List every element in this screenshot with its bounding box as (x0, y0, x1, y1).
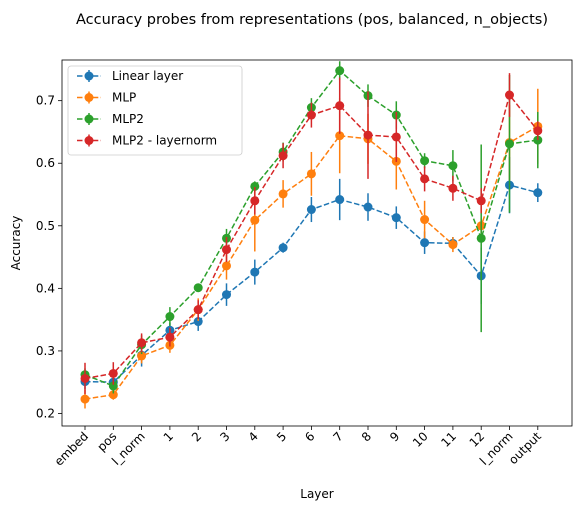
x-axis-label: Layer (300, 487, 334, 501)
data-point (108, 368, 118, 378)
data-point (363, 130, 373, 140)
data-point (137, 338, 147, 348)
data-point (278, 151, 288, 161)
data-point (533, 126, 543, 136)
series-line (84, 125, 539, 400)
x-tick-label: 2 (189, 429, 204, 444)
y-axis: 0.2 0.3 0.4 0.5 0.6 0.7 (36, 94, 62, 420)
data-point (193, 317, 203, 327)
legend-box (67, 65, 243, 156)
data-point (448, 183, 458, 193)
data-point (476, 233, 486, 243)
legend-item: MLP2 (77, 112, 144, 126)
legend-item: MLP2 - layernorm (77, 134, 217, 148)
data-point (420, 174, 430, 184)
legend-marker (84, 136, 94, 145)
data-point (335, 195, 345, 205)
x-tick-label: 10 (410, 429, 431, 450)
legend-marker (84, 71, 94, 81)
data-point (335, 131, 345, 141)
data-point (250, 196, 260, 206)
data-point (505, 90, 514, 100)
legend-label: MLP (112, 91, 136, 105)
y-tick-label: 0.4 (36, 281, 55, 295)
x-tick-label: 6 (302, 429, 317, 444)
legend-label: MLP2 (112, 112, 144, 126)
x-tick-label: 8 (359, 429, 374, 444)
legend-label: MLP2 - layernorm (112, 134, 217, 148)
data-point (222, 261, 231, 271)
data-point (363, 202, 373, 212)
x-tick-label: 9 (387, 429, 402, 444)
data-point (391, 132, 401, 142)
data-point (306, 110, 316, 120)
data-point (448, 240, 458, 250)
data-point (250, 215, 260, 225)
legend-item: MLP (77, 91, 136, 105)
data-point (250, 267, 260, 277)
legend-label: Linear layer (112, 69, 183, 83)
data-point (335, 101, 345, 111)
data-point (306, 205, 316, 215)
data-point (137, 351, 147, 361)
chart-title: Accuracy probes from representations (po… (76, 12, 548, 28)
series-mlp2-layernorm (80, 73, 543, 395)
data-point (476, 196, 486, 206)
data-point (420, 215, 430, 225)
x-tick-label: embed (52, 429, 91, 468)
x-tick-label: output (506, 429, 544, 467)
data-point (193, 305, 203, 315)
data-point (80, 373, 90, 383)
x-tick-label: 4 (246, 429, 261, 444)
data-point (165, 332, 175, 342)
data-point (335, 66, 345, 76)
y-tick-label: 0.2 (36, 406, 55, 420)
data-point (80, 394, 90, 404)
data-point (222, 245, 231, 255)
legend: Linear layer MLP MLP2 MLP2 - layernorm (67, 65, 243, 156)
series-layer (80, 61, 543, 409)
x-tick-label: 1 (161, 429, 176, 444)
y-tick-label: 0.3 (36, 344, 55, 358)
data-point (448, 161, 458, 171)
legend-item: Linear layer (77, 69, 183, 83)
y-tick-label: 0.7 (36, 94, 55, 108)
plot-area (61, 59, 573, 427)
data-point (108, 381, 118, 391)
legend-marker (84, 114, 94, 124)
data-point (222, 290, 231, 300)
legend-marker (84, 93, 94, 102)
x-tick-label: 7 (331, 429, 346, 444)
y-axis-label: Accuracy (9, 216, 23, 271)
x-tick-label: 12 (467, 429, 488, 450)
data-point (505, 139, 514, 149)
x-tick-label: 5 (274, 429, 289, 444)
data-point (306, 169, 316, 179)
data-point (278, 189, 288, 199)
data-point (391, 213, 401, 223)
data-point (108, 390, 118, 400)
data-point (193, 283, 203, 293)
data-point (250, 181, 260, 191)
y-tick-label: 0.6 (36, 156, 55, 170)
data-point (420, 156, 430, 166)
data-point (165, 312, 175, 322)
data-point (533, 188, 543, 198)
y-tick-label: 0.5 (36, 219, 55, 233)
data-point (420, 238, 430, 248)
x-tick-label: 3 (217, 429, 232, 444)
data-point (278, 243, 288, 253)
x-tick-label: 11 (438, 429, 459, 450)
